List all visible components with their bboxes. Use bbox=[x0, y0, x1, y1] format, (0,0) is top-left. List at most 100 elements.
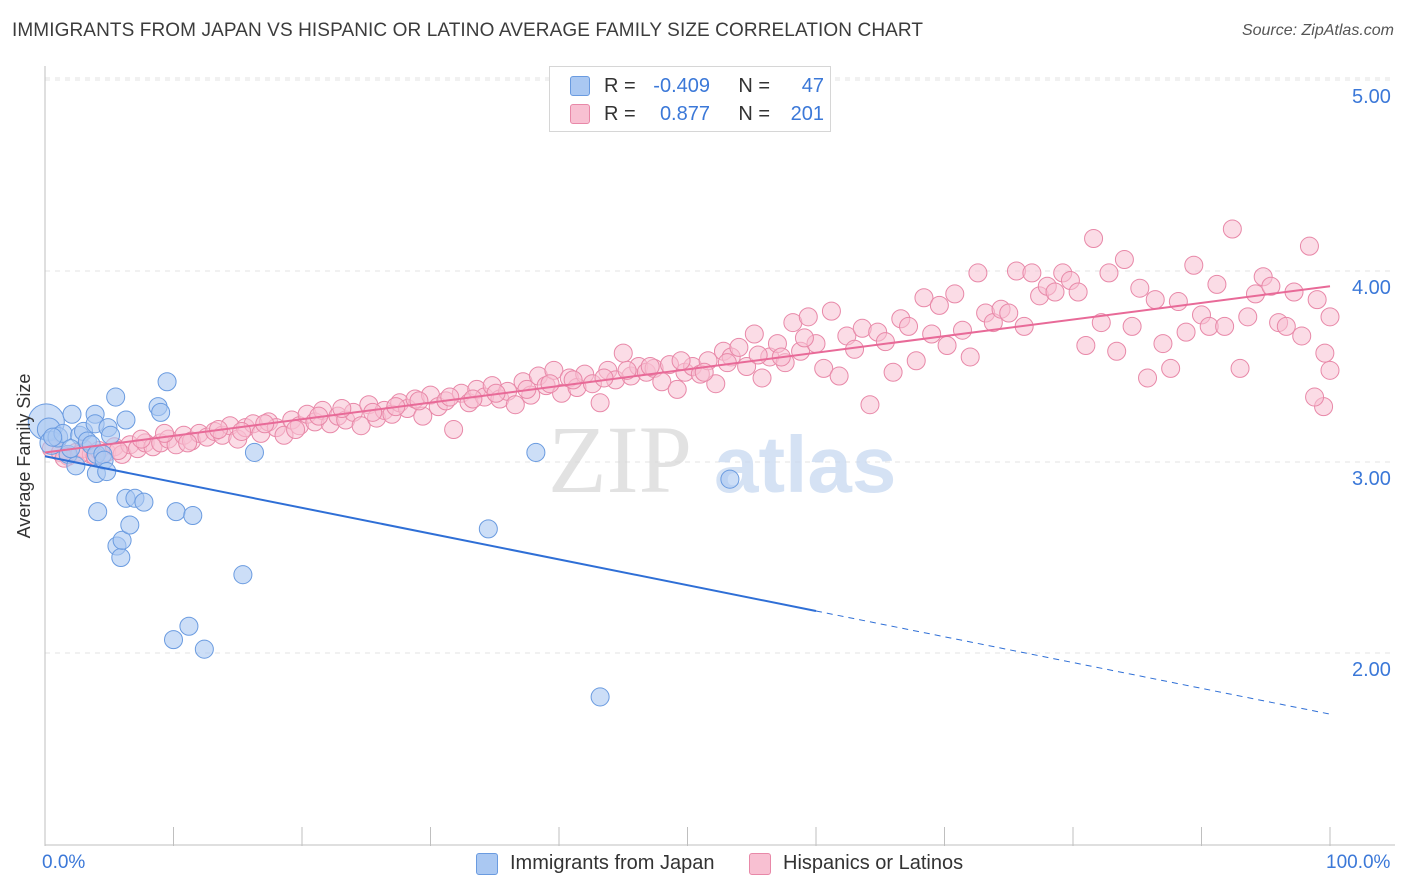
data-point-hispanics bbox=[351, 416, 371, 436]
data-point-hispanics bbox=[1215, 316, 1235, 336]
data-point-hispanics bbox=[563, 370, 583, 390]
data-point-hispanics bbox=[505, 395, 525, 415]
data-point-hispanics bbox=[899, 316, 919, 336]
trend-line-hispanics bbox=[44, 285, 1331, 454]
data-point-hispanics bbox=[1168, 292, 1188, 312]
data-point-hispanics bbox=[286, 420, 306, 440]
data-point-hispanics bbox=[232, 421, 252, 441]
data-point-japan bbox=[116, 410, 136, 430]
data-point-hispanics bbox=[363, 402, 383, 422]
data-point-hispanics bbox=[590, 393, 610, 413]
data-point-hispanics bbox=[1276, 316, 1296, 336]
data-point-hispanics bbox=[1153, 334, 1173, 354]
data-point-hispanics bbox=[1068, 282, 1088, 302]
data-point-hispanics bbox=[1184, 255, 1204, 275]
bottom-legend-label-japan: Immigrants from Japan bbox=[510, 852, 715, 874]
data-point-hispanics bbox=[1238, 307, 1258, 327]
data-point-japan bbox=[120, 515, 140, 535]
correlation-legend: R = -0.409 N = 47 R = 0.877 N = 201 bbox=[549, 66, 831, 132]
data-point-hispanics bbox=[1130, 278, 1150, 298]
data-point-hispanics bbox=[1091, 313, 1111, 333]
data-point-hispanics bbox=[999, 303, 1019, 323]
data-point-japan bbox=[97, 462, 117, 482]
data-point-hispanics bbox=[594, 368, 614, 388]
data-point-hispanics bbox=[444, 420, 464, 440]
data-point-hispanics bbox=[906, 351, 926, 371]
data-point-hispanics bbox=[937, 335, 957, 355]
data-point-hispanics bbox=[1230, 358, 1250, 378]
data-point-hispanics bbox=[671, 351, 691, 371]
legend-r-label: R = bbox=[604, 74, 636, 97]
y-tick-label-3: 3.00 bbox=[1352, 468, 1391, 490]
data-point-hispanics bbox=[540, 374, 560, 394]
data-point-hispanics bbox=[945, 284, 965, 304]
data-point-hispanics bbox=[1161, 358, 1181, 378]
legend-row-japan: R = -0.409 N = 47 bbox=[570, 73, 824, 99]
bottom-legend-japan: Immigrants from Japan bbox=[476, 852, 715, 875]
data-point-hispanics bbox=[463, 389, 483, 409]
data-point-japan bbox=[720, 469, 740, 489]
legend-r-value: -0.409 bbox=[653, 74, 710, 97]
data-point-hispanics bbox=[883, 362, 903, 382]
x-min-label: 0.0% bbox=[42, 852, 86, 873]
y-tick-label-5: 5.00 bbox=[1352, 86, 1391, 108]
data-point-hispanics bbox=[1045, 282, 1065, 302]
data-point-japan bbox=[43, 427, 63, 447]
data-point-hispanics bbox=[667, 379, 687, 399]
trend-line-japan bbox=[44, 455, 817, 612]
data-point-hispanics bbox=[1207, 274, 1227, 294]
data-point-japan bbox=[62, 404, 82, 424]
data-point-japan bbox=[112, 530, 132, 550]
legend-swatch-japan bbox=[570, 76, 590, 96]
data-point-japan bbox=[179, 616, 199, 636]
trend-line-japan-extension bbox=[815, 610, 1331, 715]
data-point-hispanics bbox=[952, 320, 972, 340]
data-point-hispanics bbox=[922, 324, 942, 344]
data-point-hispanics bbox=[1320, 307, 1340, 327]
data-point-hispanics bbox=[1084, 229, 1104, 249]
data-point-japan bbox=[111, 547, 131, 568]
y-axis-label: Average Family Size bbox=[14, 373, 34, 539]
data-point-hispanics bbox=[794, 328, 814, 348]
legend-r-value: 0.877 bbox=[659, 102, 710, 125]
legend-n-value: 47 bbox=[801, 74, 824, 97]
data-point-japan bbox=[151, 402, 171, 422]
legend-n-label: N = bbox=[738, 102, 770, 125]
data-point-japan bbox=[101, 425, 121, 445]
source-label: Source: ZipAtlas.com bbox=[1241, 22, 1394, 39]
data-point-hispanics bbox=[440, 387, 460, 407]
data-point-hispanics bbox=[1076, 335, 1096, 355]
data-point-hispanics bbox=[1099, 263, 1119, 283]
data-point-hispanics bbox=[613, 343, 633, 363]
data-point-hispanics bbox=[1222, 219, 1242, 239]
legend-n-value: 201 bbox=[790, 102, 824, 125]
data-point-hispanics bbox=[640, 357, 660, 376]
data-point-hispanics bbox=[1122, 316, 1142, 336]
chart-title: IMMIGRANTS FROM JAPAN VS HISPANIC OR LAT… bbox=[12, 20, 924, 41]
x-max-label: 100.0% bbox=[1326, 852, 1391, 873]
data-point-hispanics bbox=[706, 374, 726, 394]
data-point-hispanics bbox=[1261, 276, 1281, 296]
data-point-hispanics bbox=[1292, 326, 1312, 346]
data-point-japan bbox=[244, 442, 264, 462]
data-point-japan bbox=[194, 639, 214, 659]
trend-lines bbox=[44, 285, 1331, 715]
data-point-hispanics bbox=[1176, 322, 1196, 342]
data-point-hispanics bbox=[178, 433, 198, 453]
data-point-hispanics bbox=[752, 368, 772, 388]
data-point-japan bbox=[106, 387, 126, 407]
legend-r-label: R = bbox=[604, 102, 636, 125]
watermark-zip: ZIP bbox=[548, 406, 692, 513]
data-point-japan bbox=[66, 456, 86, 476]
y-tick-label-4: 4.00 bbox=[1352, 277, 1391, 299]
data-point-hispanics bbox=[1138, 368, 1158, 388]
data-point-japan bbox=[166, 502, 186, 522]
legend-row-hispanics: R = 0.877 N = 201 bbox=[570, 101, 824, 127]
data-point-hispanics bbox=[821, 301, 841, 321]
data-point-hispanics bbox=[1299, 236, 1319, 256]
data-point-hispanics bbox=[744, 324, 764, 344]
data-point-hispanics bbox=[914, 288, 934, 308]
data-point-hispanics bbox=[875, 332, 895, 352]
watermark: ZIP atlas bbox=[548, 406, 896, 513]
